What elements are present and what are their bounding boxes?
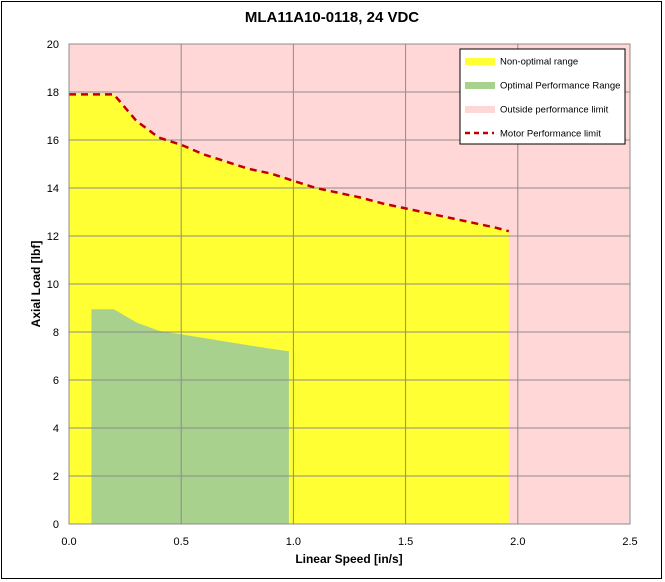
y-tick-label: 16 — [47, 135, 59, 147]
x-tick-label: 0.5 — [174, 536, 189, 548]
legend-swatch — [465, 82, 495, 89]
x-tick-label: 1.0 — [286, 536, 301, 548]
y-tick-label: 2 — [53, 471, 59, 483]
legend-label: Optimal Performance Range — [500, 81, 620, 92]
plot-area — [68, 43, 631, 525]
y-tick-label: 8 — [53, 327, 59, 339]
y-tick-label: 6 — [53, 375, 59, 387]
legend-label: Motor Performance limit — [500, 129, 601, 140]
x-tick-label: 2.5 — [622, 536, 637, 548]
x-axis-title: Linear Speed [in/s] — [295, 552, 402, 566]
legend-label: Outside performance limit — [500, 105, 609, 116]
chart-title: MLA11A10-0118, 24 VDC — [245, 9, 419, 26]
y-tick-label: 18 — [47, 87, 59, 99]
legend-swatch — [465, 106, 495, 113]
y-tick-label: 0 — [53, 519, 59, 531]
x-tick-label: 2.0 — [510, 536, 525, 548]
y-tick-label: 14 — [47, 183, 59, 195]
legend-swatch — [465, 58, 495, 65]
y-axis-title: Axial Load [lbf] — [29, 241, 43, 328]
y-tick-label: 4 — [53, 423, 59, 435]
y-tick-label: 20 — [47, 39, 59, 51]
motor-limit-line — [69, 93, 510, 233]
x-tick-label: 0.0 — [61, 536, 76, 548]
y-tick-label: 10 — [47, 279, 59, 291]
y-tick-label: 12 — [47, 231, 59, 243]
optimal-area — [91, 309, 289, 524]
legend-label: Non-optimal range — [500, 57, 578, 68]
x-tick-label: 1.5 — [398, 536, 413, 548]
